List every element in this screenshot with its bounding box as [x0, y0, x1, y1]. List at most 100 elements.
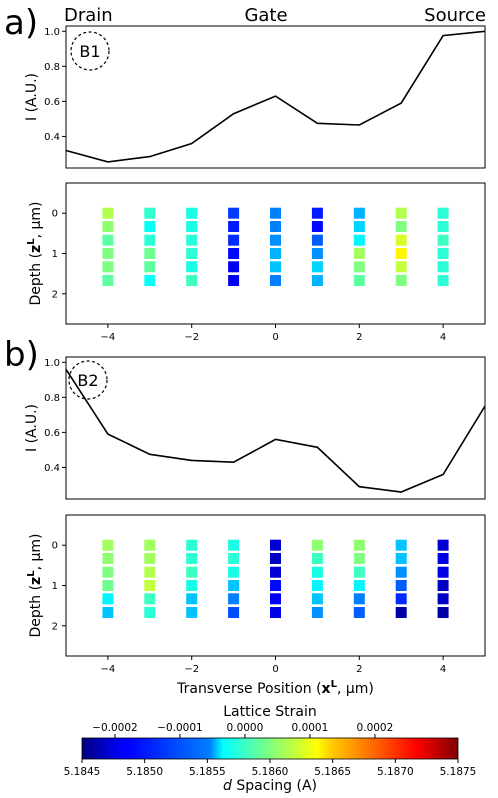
- strain-cell: [437, 553, 449, 564]
- y-tick-label: 1: [52, 581, 58, 592]
- strain-cell: [353, 566, 365, 578]
- strain-cell: [353, 248, 365, 259]
- x-tick-label: −2: [184, 664, 199, 675]
- x-tick-label: 4: [440, 664, 446, 675]
- strain-cell: [311, 539, 323, 551]
- strain-cell: [395, 607, 407, 618]
- strain-cell: [437, 593, 449, 605]
- strain-cell: [395, 234, 407, 246]
- strain-cell: [395, 566, 407, 578]
- strain-cell: [437, 261, 449, 273]
- strain-cell: [353, 261, 365, 273]
- colorbar-top-tick-label: −0.0002: [92, 722, 138, 734]
- strain-cell: [395, 207, 407, 219]
- colorbar-bottom-tick-label: 5.1860: [252, 766, 289, 778]
- x-tick-label: 0: [272, 332, 278, 343]
- strain-cell: [228, 221, 240, 232]
- panel-label-b: b): [4, 335, 39, 375]
- y-tick-label: 0.6: [44, 97, 60, 108]
- b2-circle: [68, 360, 108, 400]
- colorbar-top-ticks: −0.0002 −0.0001 0.0000 0.0001 0.0002: [92, 722, 393, 738]
- y-tick-label: 0.8: [44, 393, 60, 404]
- drain-label: Drain: [64, 5, 113, 26]
- strain-cell: [144, 207, 156, 219]
- strain-cell: [270, 248, 281, 259]
- strain-cell: [186, 207, 198, 219]
- b1-circle: [70, 31, 110, 71]
- b2-label: B2: [77, 371, 98, 390]
- strain-cell: [437, 275, 449, 286]
- x-tick-label: −4: [101, 664, 116, 675]
- strain-cell: [102, 275, 114, 286]
- strain-cell: [102, 248, 114, 259]
- colorbar-top-tick-label: 0.0002: [357, 722, 394, 734]
- strain-cell: [437, 607, 449, 618]
- y-tick-label: 0.6: [44, 428, 60, 439]
- strain-cell: [311, 221, 323, 232]
- axes-frame: [65, 25, 486, 169]
- strain-cell: [270, 607, 281, 618]
- strain-cell: [102, 580, 114, 591]
- b1-label: B1: [79, 42, 100, 61]
- strain-cell: [395, 553, 407, 564]
- strain-cell: [270, 593, 281, 605]
- y-axis-label-suffix: , μm): [28, 201, 44, 238]
- y-axis-label: Depth (zL, μm): [26, 201, 44, 305]
- strain-cell: [353, 539, 365, 551]
- strain-cell: [311, 207, 323, 219]
- y-axis-label-prefix: Depth (: [28, 585, 44, 638]
- strain-cell: [353, 221, 365, 232]
- colorbar: [81, 737, 459, 760]
- strain-cell: [437, 566, 449, 578]
- y-tick-label: 1.0: [44, 358, 60, 369]
- strain-cell: [270, 275, 281, 286]
- colorbar-top-tick-label: 0.0001: [292, 722, 329, 734]
- strain-cell: [395, 261, 407, 273]
- strain-cell: [270, 261, 281, 273]
- colorbar-bottom-label-var: d: [223, 778, 232, 794]
- strain-cell: [144, 607, 156, 618]
- colorbar-top-tick-label: −0.0001: [157, 722, 203, 734]
- y-tick-label: 0: [52, 209, 58, 220]
- strain-cell: [437, 234, 449, 246]
- strain-cell: [353, 580, 365, 591]
- strain-cell: [102, 566, 114, 578]
- y-tick-label: 0.8: [44, 62, 60, 73]
- current-plot-b: 0.4 0.6 0.8 1.0 I (A.U.): [24, 356, 486, 500]
- strain-cell: [311, 248, 323, 259]
- colorbar-top-label: Lattice Strain: [223, 704, 316, 720]
- y-axis-label: I (A.U.): [24, 404, 40, 452]
- strain-cell: [353, 207, 365, 219]
- strain-cell: [311, 275, 323, 286]
- strain-cell: [395, 221, 407, 232]
- current-line: [65, 30, 486, 163]
- y-axis-label: I (A.U.): [24, 73, 40, 121]
- strain-cell: [228, 248, 240, 259]
- y-axis-label: Depth (zL, μm): [26, 533, 44, 637]
- strain-cell: [353, 553, 365, 564]
- strain-cell: [270, 539, 281, 551]
- strain-cell: [186, 234, 198, 246]
- colorbar-bottom-tick-label: 5.1865: [314, 766, 351, 778]
- strain-cell: [228, 261, 240, 273]
- strain-cell: [228, 593, 240, 605]
- strain-cell: [228, 553, 240, 564]
- y-tick-label: 0: [52, 541, 58, 552]
- strain-cell: [395, 275, 407, 286]
- strain-cell: [353, 593, 365, 605]
- strain-cell: [311, 580, 323, 591]
- x-axis-label: Transverse Position (xL, μm): [176, 679, 374, 697]
- strain-cell: [144, 275, 156, 286]
- strain-cell: [228, 580, 240, 591]
- strain-cell: [186, 248, 198, 259]
- y-tick-label: 1: [52, 249, 58, 260]
- colorbar-bottom-tick-label: 5.1870: [377, 766, 414, 778]
- strain-cell: [395, 248, 407, 259]
- colorbar-bottom-tick-label: 5.1845: [64, 766, 101, 778]
- y-tick-label: 1.0: [44, 27, 60, 38]
- strain-cell: [353, 234, 365, 246]
- strain-cell: [102, 593, 114, 605]
- axes-frame: [65, 356, 486, 500]
- x-tick-label: −2: [184, 332, 199, 343]
